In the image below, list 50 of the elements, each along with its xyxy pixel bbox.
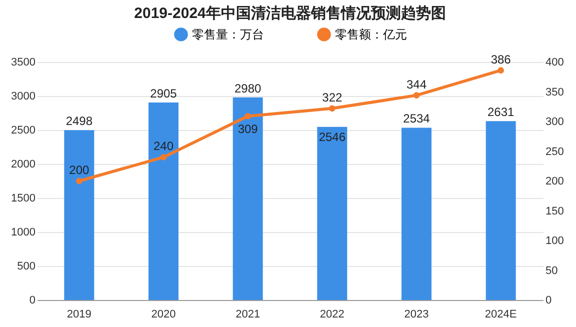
x-tick-label: 2021 [236,308,260,320]
point [244,112,251,120]
data-label: 2905 [150,86,178,100]
data-label: 309 [238,122,258,136]
data-label: 322 [322,90,342,104]
data-label: 2546 [318,130,346,144]
y-tick-label: 1000 [11,226,36,238]
y-tick-label: 3500 [11,56,36,68]
x-tick-label: 2020 [151,308,176,320]
point [498,67,504,74]
point [413,92,420,98]
bar [64,130,94,300]
y2-tick-label: 100 [546,235,564,247]
y-tick-label: 0 [29,294,36,306]
x-tick-label: 2019 [66,308,92,320]
y2-tick-label: 0 [546,294,552,306]
data-label: 386 [490,52,512,66]
y-tick-label: 500 [17,260,36,272]
data-label: 2534 [403,112,430,126]
x-tick-label: 2023 [404,308,429,320]
chart-title: 2019-2024年中国清洁电器销售情况预测趋势图 [134,5,446,22]
point [329,105,336,112]
bar [232,97,263,300]
y2-tick-label: 300 [546,116,564,128]
data-label: 200 [69,163,90,177]
data-label: 2631 [487,105,515,120]
data-label: 240 [153,139,174,154]
data-label: 2980 [234,81,262,96]
bar [317,126,348,300]
x-tick-label: 2022 [320,308,344,320]
legend-label: 零售量：万台 [192,27,264,42]
y2-tick-label: 250 [546,146,564,158]
point [76,178,82,184]
y2-tick-label: 50 [546,264,558,277]
y2-tick-label: 350 [546,86,564,98]
x-tick-label: 2024E [484,308,517,320]
y-tick-label: 2500 [11,124,36,136]
point [160,154,167,160]
bar [148,102,178,300]
bar [486,121,516,300]
y-tick-label: 2000 [11,158,36,170]
legend-label: 零售额：亿元 [335,27,407,42]
data-label: 2498 [66,114,93,128]
y2-tick-label: 150 [546,205,564,218]
data-label: 344 [406,77,427,92]
y-tick-label: 3000 [11,90,36,102]
y2-tick-label: 400 [546,56,564,68]
y2-tick-label: 200 [546,176,564,188]
y-tick-label: 1500 [11,192,36,204]
bar [402,128,432,300]
